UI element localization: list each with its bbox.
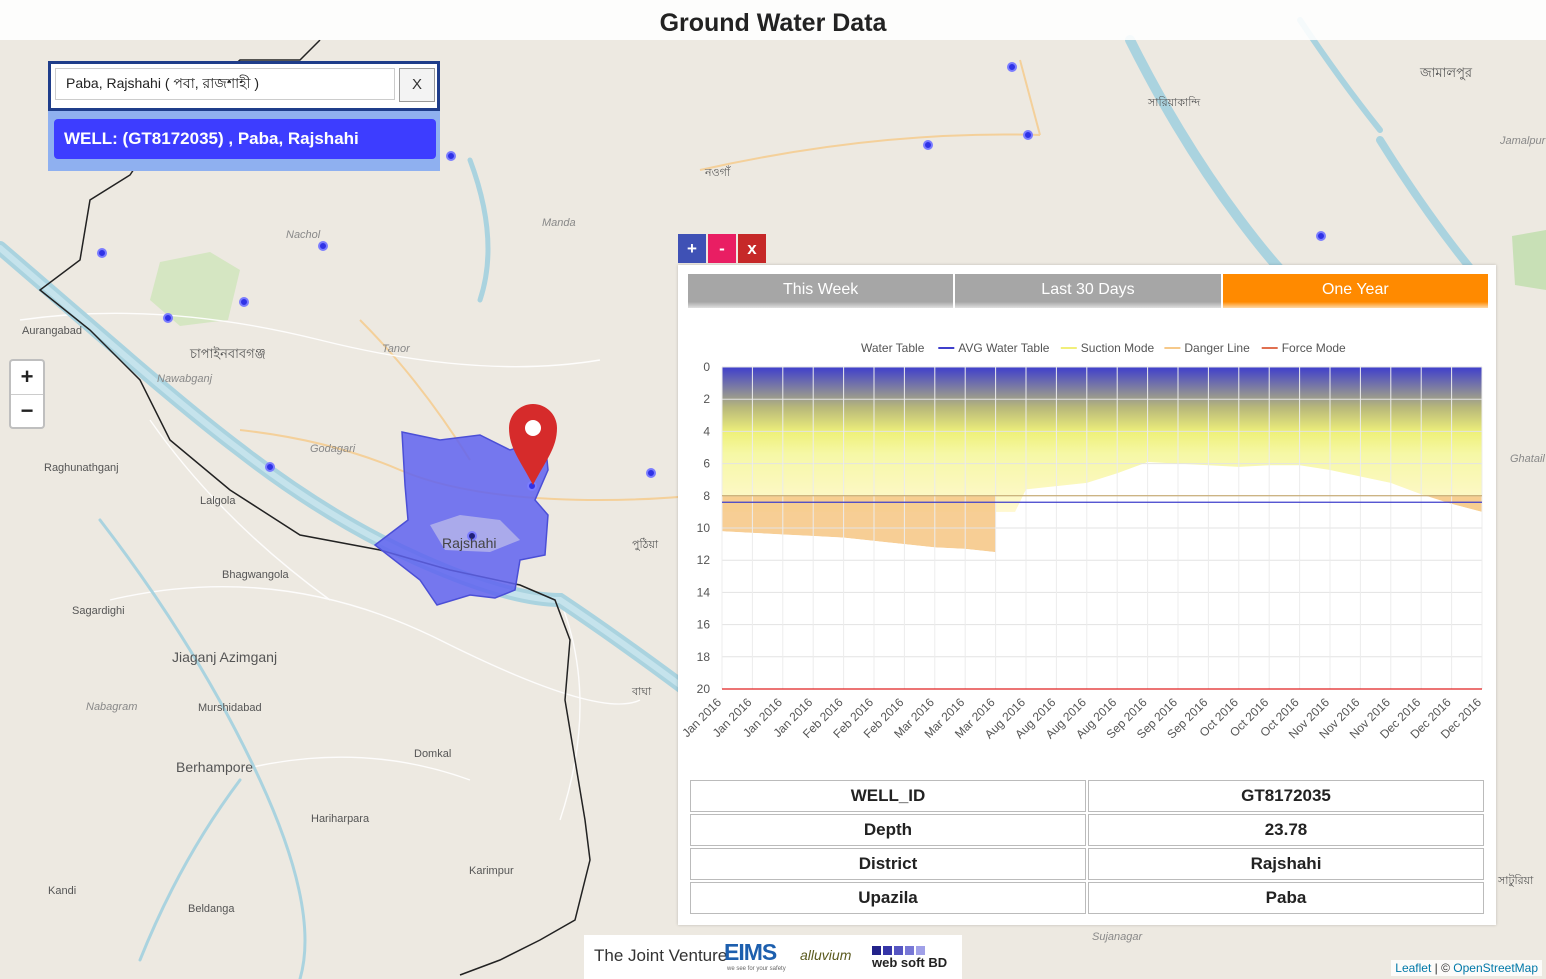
y-tick-label: 6 bbox=[703, 457, 710, 471]
leaflet-link[interactable]: Leaflet bbox=[1395, 961, 1432, 975]
map-label: Sujanagar bbox=[1092, 931, 1143, 943]
map-attribution: Leaflet | © OpenStreetMap bbox=[1391, 960, 1542, 976]
map-label: Lalgola bbox=[200, 495, 236, 507]
joint-venture-label: The Joint Venture bbox=[594, 946, 728, 965]
search-panel: X WELL: (GT8172035) , Paba, Rajshahi bbox=[48, 61, 440, 171]
y-tick-label: 8 bbox=[703, 489, 710, 503]
info-value: Paba bbox=[1088, 882, 1484, 914]
map-label: নওগাঁ bbox=[704, 165, 731, 179]
search-bar: X bbox=[48, 61, 440, 111]
park-area bbox=[1512, 230, 1546, 290]
alluvium-logo: alluvium bbox=[800, 947, 852, 963]
search-clear-button[interactable]: X bbox=[399, 68, 435, 102]
table-row: Depth 23.78 bbox=[690, 814, 1484, 846]
zoom-out-button[interactable]: − bbox=[20, 398, 34, 423]
panel-collapse-button[interactable]: - bbox=[708, 234, 736, 263]
tab-last-30-days[interactable]: Last 30 Days bbox=[955, 274, 1223, 308]
y-tick-label: 18 bbox=[697, 650, 711, 664]
table-row: WELL_ID GT8172035 bbox=[690, 780, 1484, 812]
map-label: সাটুরিয়া bbox=[1497, 874, 1534, 887]
info-value: Rajshahi bbox=[1088, 848, 1484, 880]
info-label: Depth bbox=[690, 814, 1086, 846]
well-info-table: WELL_ID GT8172035 Depth 23.78 District Rajs… bbox=[688, 778, 1486, 916]
table-row: Upazila Paba bbox=[690, 882, 1484, 914]
panel-expand-button[interactable]: + bbox=[678, 234, 706, 263]
map-label: Manda bbox=[542, 217, 576, 229]
map-label: Nabagram bbox=[86, 701, 137, 713]
y-tick-label: 20 bbox=[697, 682, 711, 696]
legend-item: Water Table bbox=[861, 341, 925, 355]
map-label: Bhagwangola bbox=[222, 569, 290, 581]
websoft-logo: web soft BD bbox=[872, 955, 948, 970]
info-value: GT8172035 bbox=[1088, 780, 1484, 812]
map-label: Aurangabad bbox=[22, 325, 82, 337]
tab-one-year[interactable]: One Year bbox=[1222, 274, 1488, 308]
well-data-panel: This Week Last 30 Days One Year 0 2 4 6 8 10 1… bbox=[678, 265, 1496, 925]
map-label: Murshidabad bbox=[198, 702, 262, 714]
period-tabs: This Week Last 30 Days One Year bbox=[688, 274, 1488, 308]
map-label: Nachol bbox=[286, 229, 321, 241]
map-label: Godagari bbox=[310, 443, 356, 455]
map-label: জামালপুর bbox=[1419, 65, 1473, 81]
page-title: Ground Water Data bbox=[659, 9, 887, 37]
map-label: Karimpur bbox=[469, 865, 514, 877]
map-label: Nawabganj bbox=[157, 373, 213, 385]
y-tick-label: 10 bbox=[697, 521, 711, 535]
panel-close-button[interactable]: x bbox=[738, 234, 766, 263]
location-pin-icon bbox=[509, 404, 557, 485]
park-area bbox=[150, 252, 240, 326]
map-label: Hariharpara bbox=[311, 813, 370, 825]
legend-item: Suction Mode bbox=[1081, 341, 1155, 355]
map-label: বাঘা bbox=[631, 686, 652, 698]
legend-item: Force Mode bbox=[1282, 341, 1346, 355]
map-label: Domkal bbox=[414, 748, 451, 760]
y-tick-label: 16 bbox=[697, 618, 711, 632]
well-markers bbox=[97, 62, 1326, 541]
eims-logo: EIMS bbox=[724, 939, 777, 965]
websoft-logo-icon bbox=[872, 942, 925, 960]
table-row: District Rajshahi bbox=[690, 848, 1484, 880]
map-label: Beldanga bbox=[188, 903, 235, 915]
y-tick-label: 0 bbox=[703, 360, 710, 374]
info-label: District bbox=[690, 848, 1086, 880]
legend-item: Danger Line bbox=[1184, 341, 1250, 355]
eims-tagline: we see for your safety bbox=[727, 966, 786, 972]
map-label: পুঠিয়া bbox=[632, 538, 659, 551]
search-result-item[interactable]: WELL: (GT8172035) , Paba, Rajshahi bbox=[54, 119, 436, 159]
map-label: Ghatail bbox=[1510, 453, 1545, 465]
map-label: Rajshahi bbox=[442, 535, 496, 551]
zoom-in-button[interactable]: + bbox=[11, 361, 43, 395]
map-label: Raghunathganj bbox=[44, 462, 119, 474]
info-label: Upazila bbox=[690, 882, 1086, 914]
y-tick-label: 4 bbox=[703, 424, 710, 438]
map-label: Jamalpur bbox=[1499, 135, 1546, 147]
danger-area bbox=[722, 495, 996, 553]
border-line bbox=[38, 39, 591, 976]
y-tick-label: 14 bbox=[697, 585, 711, 599]
osm-link[interactable]: OpenStreetMap bbox=[1453, 961, 1538, 975]
y-tick-label: 2 bbox=[703, 392, 710, 406]
tab-this-week[interactable]: This Week bbox=[688, 274, 956, 308]
search-input[interactable] bbox=[55, 68, 395, 100]
map-label: সারিয়াকান্দি bbox=[1147, 96, 1200, 109]
zoom-control: + − bbox=[9, 359, 45, 429]
info-value: 23.78 bbox=[1088, 814, 1484, 846]
map-label: Berhampore bbox=[176, 759, 253, 775]
map-label: Tanor bbox=[382, 343, 411, 355]
y-tick-label: 12 bbox=[697, 553, 711, 567]
map-label: Jiaganj Azimganj bbox=[172, 649, 277, 665]
sponsor-logos: The Joint Venture EIMS we see for your s… bbox=[584, 935, 962, 979]
page-header: Ground Water Data bbox=[0, 0, 1546, 40]
map-label: Sagardighi bbox=[72, 605, 125, 617]
map-label: Kandi bbox=[48, 885, 76, 897]
legend-item: AVG Water Table bbox=[958, 341, 1049, 355]
info-label: WELL_ID bbox=[690, 780, 1086, 812]
water-table-area bbox=[722, 461, 1482, 689]
map-label: চাপাইনবাবগঞ্জ bbox=[189, 346, 266, 361]
attribution-separator: | © bbox=[1431, 961, 1454, 975]
